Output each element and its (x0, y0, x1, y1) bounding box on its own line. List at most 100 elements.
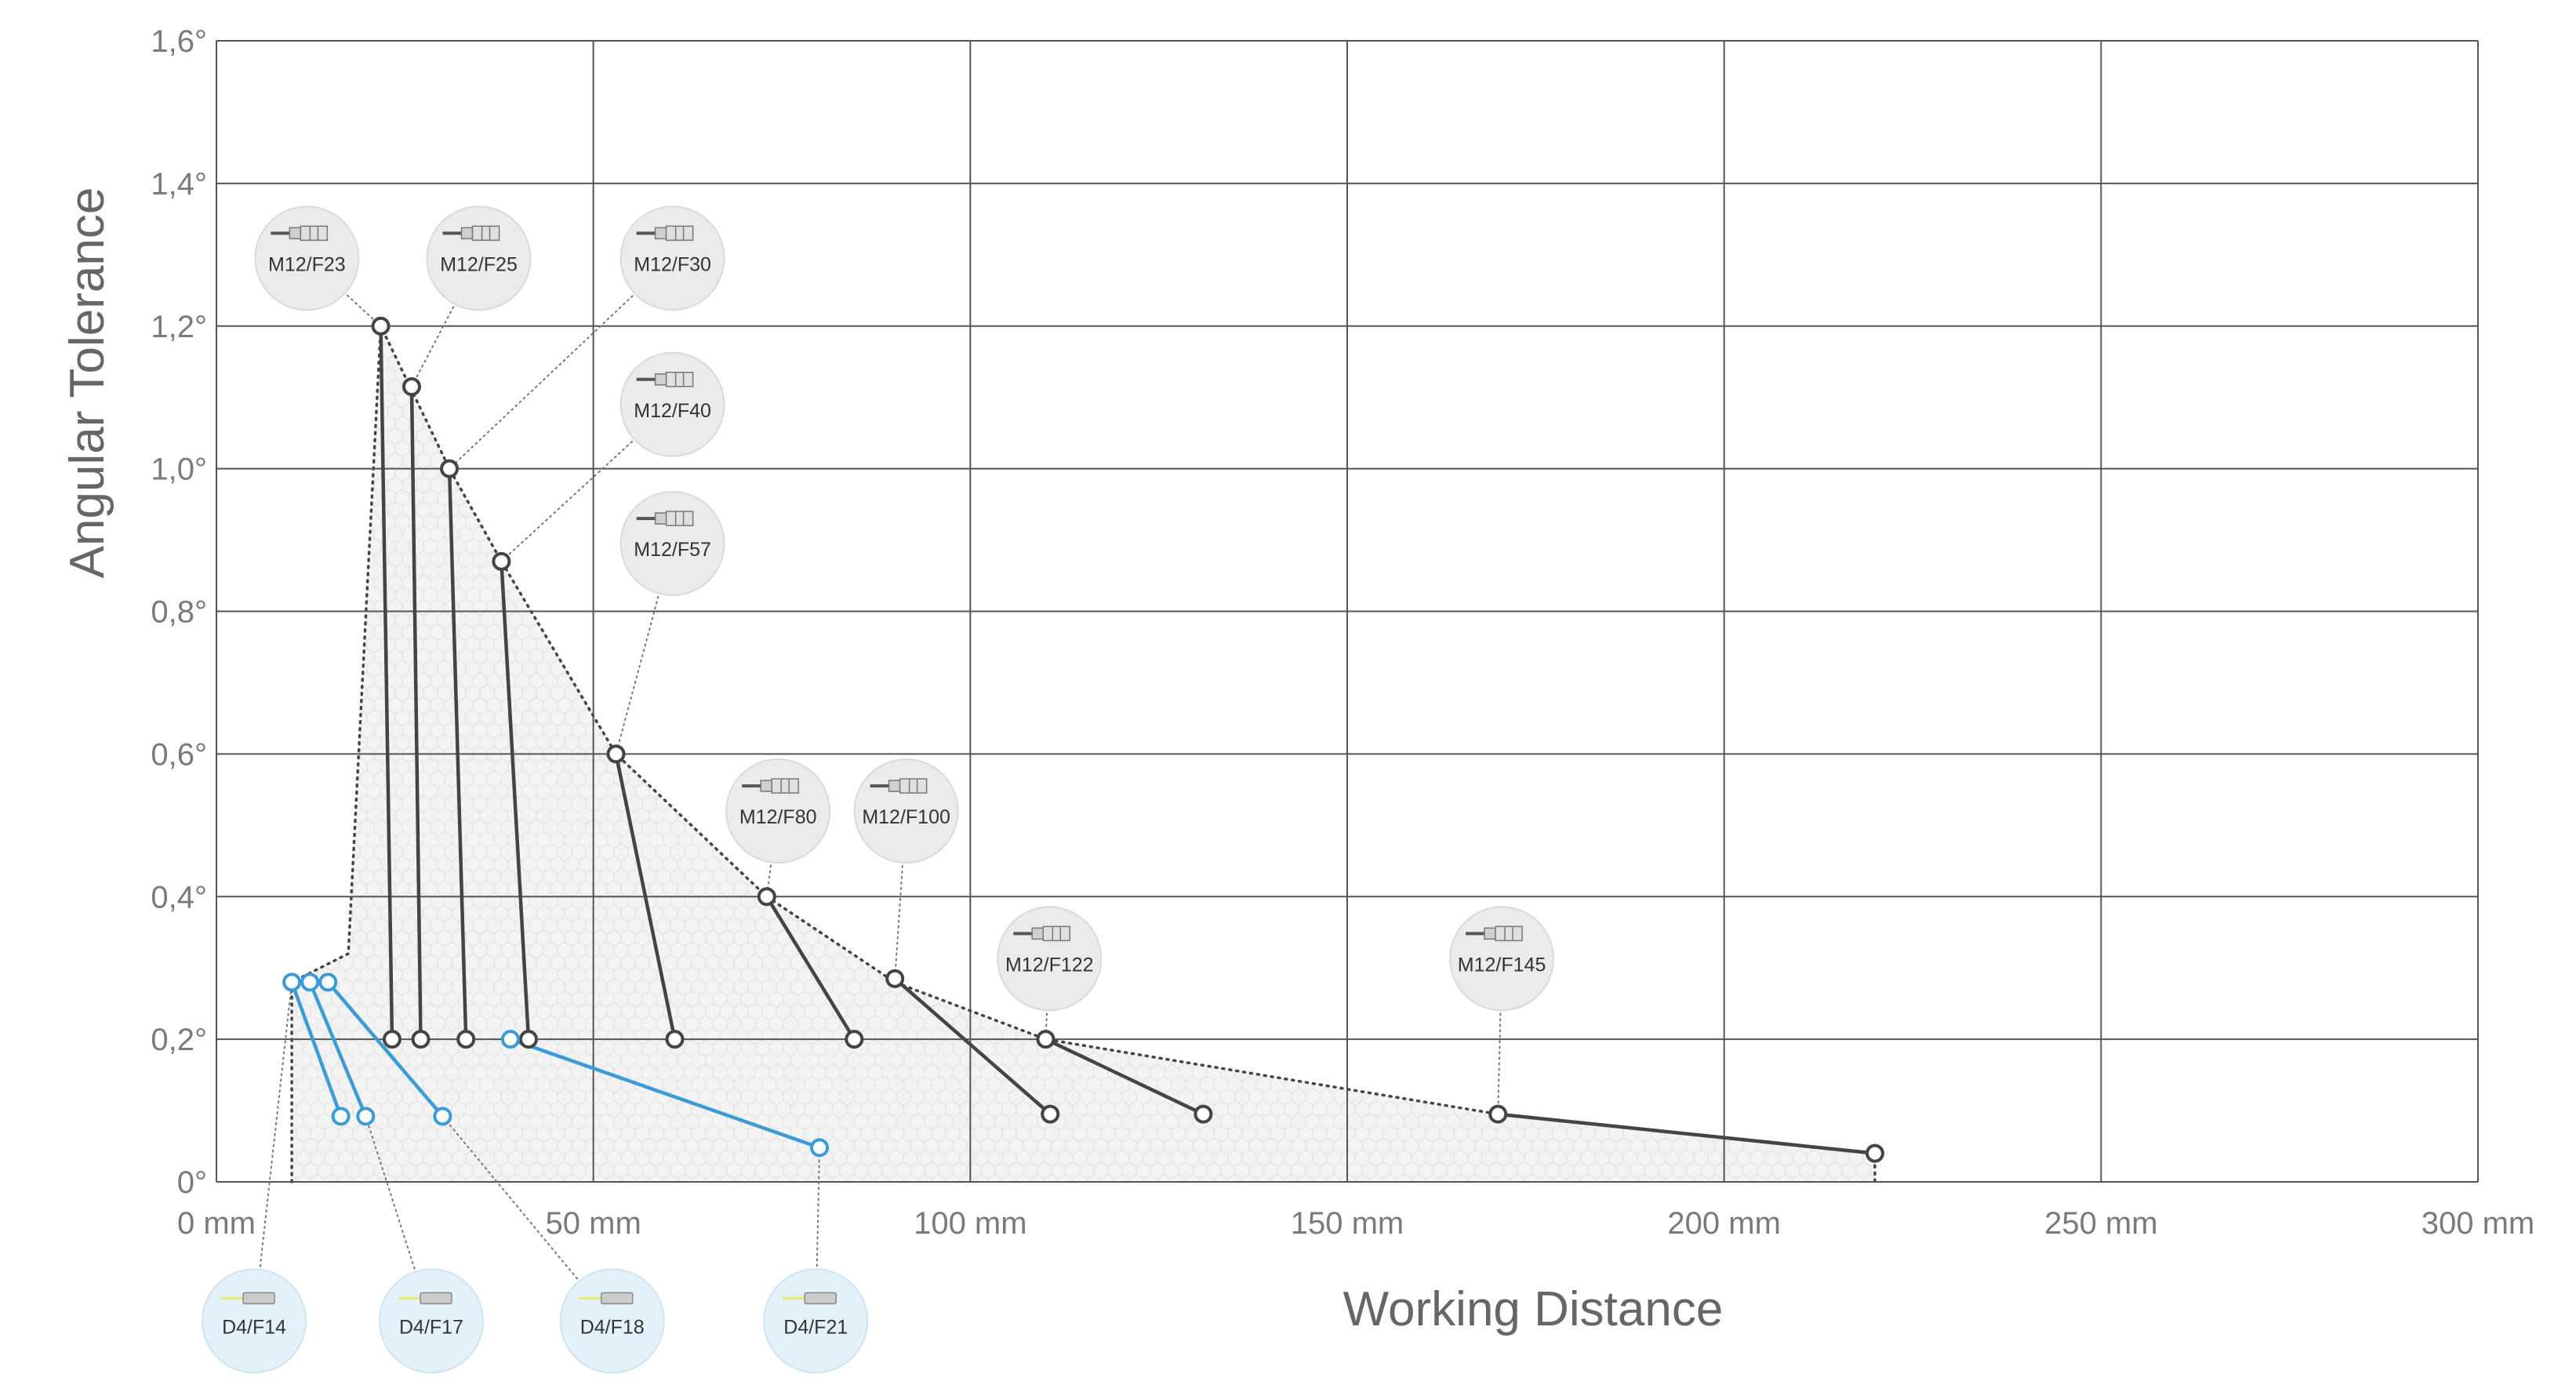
y-tick-label: 1,2° (151, 310, 207, 344)
data-point-m12-f100 (885, 969, 905, 988)
badge-label: M12/F40 (634, 400, 711, 422)
x-tick-label: 0 mm (177, 1206, 256, 1241)
data-point-m12-f30 (456, 1030, 476, 1049)
x-tick-label: 100 mm (914, 1206, 1027, 1241)
data-point-m12-f23 (382, 1030, 401, 1049)
y-tick-label: 1,6° (151, 24, 207, 59)
sensor-body (665, 225, 694, 242)
badge-circle (763, 1268, 869, 1374)
badge-m12-f100: M12/F100 (853, 758, 959, 864)
leader-line (615, 543, 674, 755)
data-point-m12-f23 (371, 316, 391, 336)
sensor-connector (654, 227, 667, 240)
data-point-m12-f80 (757, 887, 776, 907)
data-point-d4-f14 (331, 1107, 351, 1126)
sensor-icon (579, 1292, 634, 1305)
data-point-m12-f122 (1036, 1030, 1055, 1049)
data-point-m12-f122 (1194, 1104, 1213, 1124)
badge-label: D4/F17 (399, 1316, 463, 1338)
badge-label: D4/F14 (222, 1316, 286, 1338)
y-tick-label: 1,0° (151, 453, 207, 487)
badge-m12-f122: M12/F122 (997, 906, 1103, 1012)
sensor-icon (221, 1292, 275, 1305)
badge-label: M12/F30 (634, 253, 711, 275)
coverage-envelope-line (290, 325, 1877, 1183)
y-tick-label: 0° (177, 1165, 207, 1200)
sensor-body (1042, 925, 1071, 942)
sensor-body (600, 1292, 634, 1305)
data-point-m12-f100 (1041, 1104, 1060, 1124)
y-tick-label: 0,8° (151, 595, 207, 630)
x-tick-label: 50 mm (546, 1206, 641, 1241)
badge-m12-f25: M12/F25 (426, 205, 532, 311)
badge-label: M12/F80 (739, 806, 817, 828)
sensor-icon (1466, 925, 1523, 942)
sensor-body (804, 1292, 837, 1305)
sensor-connector (654, 512, 667, 525)
coverage-area (290, 325, 1877, 1183)
badge-label: M12/F25 (440, 253, 518, 275)
data-point-m12-f30 (440, 459, 460, 478)
y-tick-label: 0,6° (151, 737, 207, 772)
data-point-m12-f25 (401, 377, 421, 397)
badge-d4-f17: D4/F17 (378, 1268, 484, 1374)
x-tick-label: 250 mm (2044, 1206, 2158, 1241)
data-point-m12-f80 (845, 1030, 864, 1049)
badge-m12-f57: M12/F57 (619, 491, 725, 597)
x-tick-label: 200 mm (1667, 1206, 1781, 1241)
badge-circle (378, 1268, 484, 1374)
y-tick-label: 0,4° (151, 880, 207, 914)
series-line-m12-f100 (893, 977, 1052, 1116)
y-tick-label: 1,4° (151, 167, 207, 202)
badge-m12-f40: M12/F40 (619, 351, 725, 457)
leader-line (1497, 958, 1503, 1115)
sensor-icon (271, 225, 329, 242)
sensor-connector (654, 373, 667, 386)
badge-label: M12/F145 (1458, 954, 1546, 976)
series-line-d4-f18 (326, 980, 445, 1118)
sensor-body (899, 778, 928, 794)
data-point-d4-f14 (282, 972, 302, 992)
sensor-connector (289, 227, 302, 240)
sensor-connector (1484, 927, 1496, 940)
leader-line (253, 981, 293, 1322)
x-tick-label: 300 mm (2422, 1206, 2535, 1241)
axis-ticks: 0 mm 50 mm 100 mm 150 mm 200 mm 250 mm 300 mm 0… (151, 24, 2534, 1241)
sensor-connector (760, 780, 772, 792)
data-point-d4-f17 (356, 1107, 376, 1126)
badge-m12-f23: M12/F23 (254, 205, 360, 311)
series-line-d4-f14 (290, 981, 343, 1118)
series-line-m12-f145 (1498, 1112, 1876, 1155)
sensor-body (771, 778, 799, 794)
series-lines (290, 325, 1876, 1155)
data-point-m12-f25 (411, 1030, 431, 1049)
badge-circle (202, 1268, 307, 1374)
sensor-icon (1013, 925, 1071, 942)
series-line-m12-f122 (1045, 1038, 1204, 1116)
badge-m12-f145: M12/F145 (1449, 906, 1555, 1012)
badge-circle (559, 1268, 665, 1374)
grid (216, 40, 2479, 1183)
series-line-m12-f80 (765, 896, 856, 1041)
badge-label: D4/F21 (783, 1316, 848, 1338)
series-line-m12-f23 (379, 325, 394, 1040)
series-line-m12-f57 (614, 753, 677, 1040)
data-point-d4-f21 (500, 1030, 520, 1049)
data-point-m12-f40 (518, 1030, 538, 1049)
data-point-d4-f21 (810, 1138, 830, 1158)
sensor-icon (398, 1292, 452, 1305)
sensor-body (665, 511, 694, 526)
series-line-m12-f30 (447, 468, 468, 1040)
y-tick-label: 0,2° (151, 1023, 207, 1057)
badge-label: D4/F18 (580, 1316, 645, 1338)
series-line-m12-f25 (409, 387, 423, 1040)
data-point-d4-f18 (433, 1107, 452, 1126)
sensor-body (665, 372, 694, 387)
model-badges: M12/F23 M12/F25 M12/F30 M12/F40 M12/F57 M12/F… (202, 205, 1555, 1374)
series-line-d4-f21 (510, 1038, 820, 1150)
series-points (282, 316, 1884, 1163)
sensor-body (242, 1292, 275, 1305)
badge-d4-f14: D4/F14 (202, 1268, 307, 1374)
badge-label: M12/F23 (268, 253, 346, 275)
sensor-icon (870, 778, 928, 794)
